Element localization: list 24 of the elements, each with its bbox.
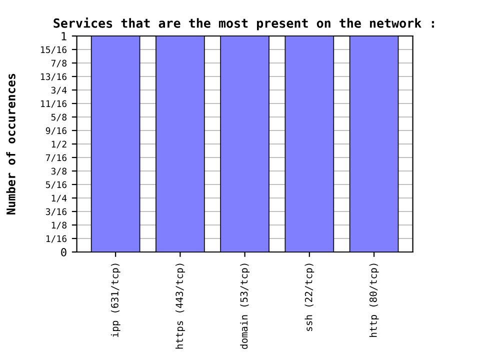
y-tick-label: 1/8 bbox=[52, 222, 66, 230]
y-tick-label: 3/8 bbox=[51, 168, 66, 176]
y-tick-label: 3/4 bbox=[51, 86, 67, 94]
y-tick-label: 1/4 bbox=[52, 194, 67, 202]
y-tick-label: 15/16 bbox=[40, 46, 66, 54]
y-tick-label: 1/16 bbox=[46, 235, 66, 243]
y-tick-label: 7/16 bbox=[46, 154, 66, 162]
y-tick-label: 7/8 bbox=[51, 60, 66, 68]
y-tick-label: 1/2 bbox=[52, 140, 66, 148]
x-tick-label: ipp (631/tcp) bbox=[110, 264, 120, 337]
y-tick-label: 0 bbox=[61, 248, 66, 256]
x-tick-label: domain (53/tcp) bbox=[240, 264, 250, 349]
y-tick-label: 13/16 bbox=[40, 73, 66, 81]
x-tick-label: https (443/tcp) bbox=[176, 264, 185, 349]
y-tick-label: 9/16 bbox=[46, 127, 66, 135]
y-tick-label: 5/8 bbox=[51, 114, 66, 122]
x-tick-label: http (80/tcp) bbox=[369, 264, 379, 337]
y-tick-label: 3/16 bbox=[46, 208, 66, 216]
y-tick-label: 1 bbox=[62, 32, 66, 40]
chart-title: Services that are the most present on the network : bbox=[54, 18, 434, 30]
y-tick-label: 5/16 bbox=[46, 181, 66, 189]
y-axis-title: Number of occurences bbox=[6, 74, 16, 214]
x-tick-label: ssh (22/tcp) bbox=[304, 264, 314, 331]
y-tick-label: 11/16 bbox=[40, 100, 66, 108]
